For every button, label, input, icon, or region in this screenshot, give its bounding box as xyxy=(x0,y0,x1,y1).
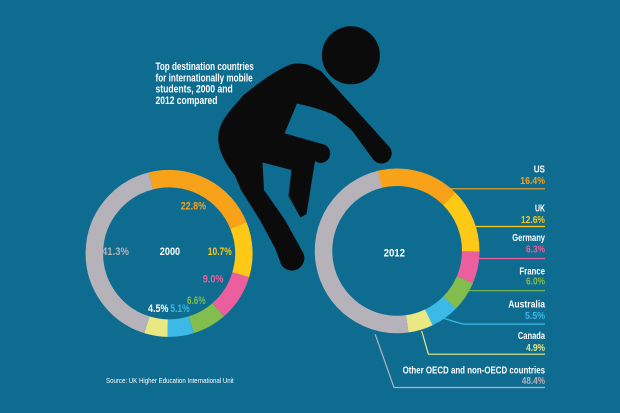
svg-text:5.5%: 5.5% xyxy=(525,311,545,322)
svg-text:students, 2000 and: students, 2000 and xyxy=(156,84,233,96)
svg-text:2012 compared: 2012 compared xyxy=(156,95,218,107)
svg-text:UK: UK xyxy=(535,204,546,215)
svg-text:Top destination countries: Top destination countries xyxy=(156,61,254,73)
svg-text:US: US xyxy=(534,165,546,176)
svg-text:Australia: Australia xyxy=(508,299,545,310)
svg-text:2012: 2012 xyxy=(384,248,405,260)
svg-text:5.1%: 5.1% xyxy=(170,303,190,315)
svg-text:France: France xyxy=(519,267,545,278)
svg-text:Source: UK Higher Education In: Source: UK Higher Education Internationa… xyxy=(106,376,234,385)
svg-text:22.8%: 22.8% xyxy=(181,201,207,213)
svg-text:6.6%: 6.6% xyxy=(187,295,206,307)
svg-text:Germany: Germany xyxy=(512,233,545,244)
svg-text:Other OECD and non-OECD countr: Other OECD and non-OECD countries xyxy=(403,366,546,377)
svg-text:16.4%: 16.4% xyxy=(520,176,545,187)
svg-text:6.3%: 6.3% xyxy=(526,244,545,255)
svg-text:6.0%: 6.0% xyxy=(526,276,545,287)
svg-text:12.6%: 12.6% xyxy=(521,215,545,226)
svg-text:Canada: Canada xyxy=(518,331,545,342)
svg-text:4.5%: 4.5% xyxy=(148,303,169,315)
svg-text:9.0%: 9.0% xyxy=(203,273,224,285)
svg-text:10.7%: 10.7% xyxy=(208,246,232,258)
svg-text:41.3%: 41.3% xyxy=(102,246,129,258)
svg-text:48.4%: 48.4% xyxy=(522,376,545,387)
svg-text:for internationally mobile: for internationally mobile xyxy=(156,73,253,85)
svg-text:2000: 2000 xyxy=(160,246,180,258)
svg-text:4.9%: 4.9% xyxy=(526,343,545,354)
